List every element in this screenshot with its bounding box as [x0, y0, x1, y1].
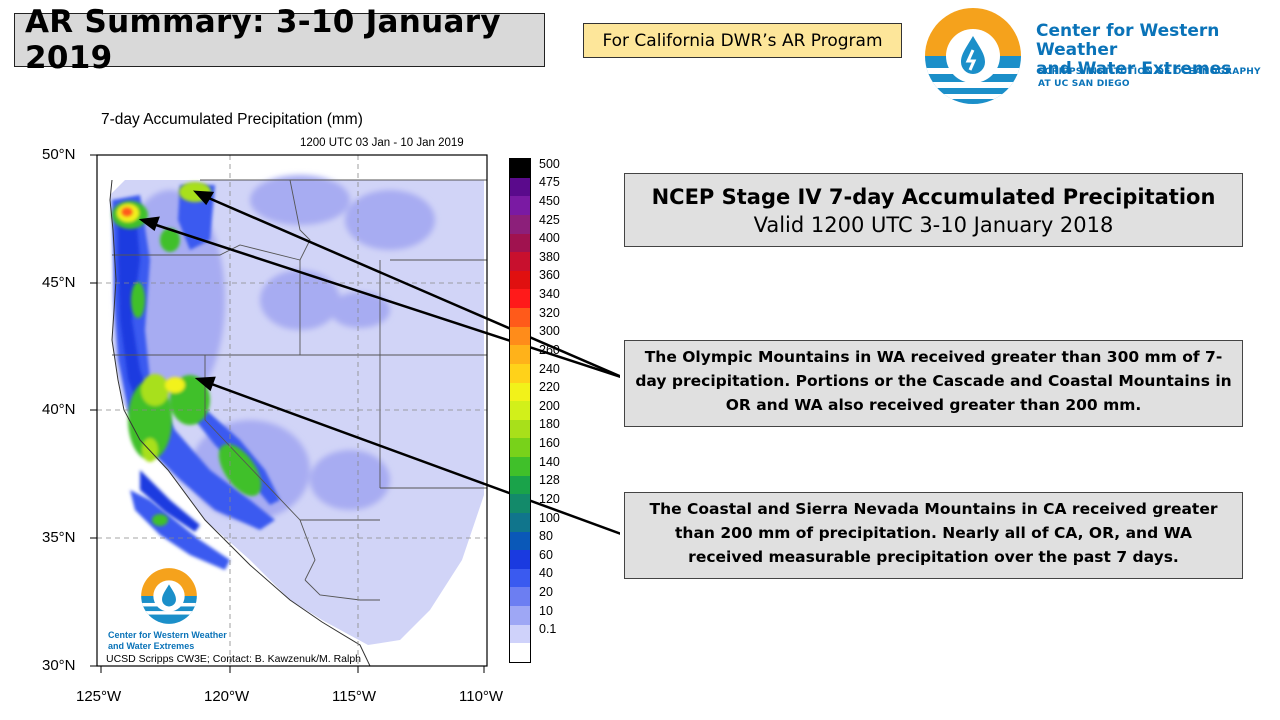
colorbar-swatch — [510, 568, 530, 588]
colorbar-label: 360 — [539, 268, 560, 283]
colorbar-label: 450 — [539, 193, 560, 208]
colorbar-swatch — [510, 382, 530, 402]
map-logo-icon — [141, 568, 197, 624]
precipitation-map — [90, 154, 620, 673]
colorbar-swatch — [510, 308, 530, 327]
colorbar-swatch — [510, 196, 530, 215]
org-subtitle: SCRIPPS INSTITUTION OF OCEANOGRAPHY AT U… — [1038, 67, 1261, 89]
colorbar-label: 0.1 — [539, 622, 557, 637]
olympic-note: The Olympic Mountains in WA received gre… — [624, 340, 1243, 427]
colorbar-swatch — [510, 159, 530, 178]
california-note: The Coastal and Sierra Nevada Mountains … — [624, 492, 1243, 579]
colorbar-swatch — [510, 587, 530, 606]
colorbar-label: 10 — [539, 603, 553, 618]
colorbar-label: 140 — [539, 454, 560, 469]
lon-label-125: 125°W — [76, 688, 122, 705]
colorbar-label: 60 — [539, 547, 553, 562]
colorbar-label: 500 — [539, 156, 560, 171]
colorbar-swatch — [510, 270, 530, 290]
colorbar-label: 180 — [539, 417, 560, 432]
colorbar-swatch — [510, 363, 530, 383]
ncep-title-panel: NCEP Stage IV 7-day Accumulated Precipit… — [624, 173, 1243, 247]
ncep-title: NCEP Stage IV 7-day Accumulated Precipit… — [651, 185, 1216, 209]
annotation-arrows — [138, 190, 620, 535]
colorbar-label: 320 — [539, 305, 560, 320]
colorbar-label: 40 — [539, 566, 553, 581]
colorbar-label: 80 — [539, 529, 553, 544]
colorbar-swatch — [510, 457, 530, 476]
lat-label-45: 45°N — [42, 274, 76, 291]
colorbar-swatch — [510, 475, 530, 495]
colorbar-swatch — [510, 606, 530, 625]
colorbar-label: 160 — [539, 436, 560, 451]
colorbar-label: 200 — [539, 398, 560, 413]
lon-label-115: 115°W — [332, 688, 377, 705]
colorbar — [509, 158, 531, 663]
colorbar-swatch — [510, 345, 530, 364]
map-logo-text: Center for Western Weather and Water Ext… — [108, 630, 227, 651]
colorbar-swatch — [510, 624, 530, 644]
colorbar-swatch — [510, 233, 530, 253]
colorbar-label: 380 — [539, 249, 560, 264]
lat-label-40: 40°N — [42, 401, 76, 418]
colorbar-label: 425 — [539, 212, 560, 227]
colorbar-swatch — [510, 214, 530, 234]
colorbar-swatch — [510, 512, 530, 532]
cw3e-logo-icon — [925, 8, 1021, 104]
colorbar-swatch — [510, 438, 530, 457]
colorbar-label: 240 — [539, 361, 560, 376]
colorbar-label: 340 — [539, 287, 560, 302]
colorbar-label: 400 — [539, 231, 560, 246]
colorbar-swatch — [510, 177, 530, 197]
colorbar-label: 100 — [539, 510, 560, 525]
map-credit: UCSD Scripps CW3E; Contact: B. Kawzenuk/… — [106, 653, 362, 665]
colorbar-swatch — [510, 531, 530, 551]
colorbar-swatch — [510, 643, 530, 662]
colorbar-label: 120 — [539, 491, 560, 506]
colorbar-swatch — [510, 289, 530, 308]
lat-label-35: 35°N — [42, 529, 76, 546]
colorbar-swatch — [510, 326, 530, 346]
org-name: Center for Western Weather and Water Ext… — [1036, 21, 1232, 79]
lat-label-50: 50°N — [42, 146, 76, 163]
ncep-valid: Valid 1200 UTC 3-10 January 2018 — [753, 213, 1114, 237]
colorbar-swatch — [510, 252, 530, 271]
colorbar-swatch — [510, 401, 530, 420]
colorbar-label: 260 — [539, 342, 560, 357]
colorbar-swatch — [510, 419, 530, 439]
lon-label-110: 110°W — [459, 688, 504, 705]
map-valid-time: 1200 UTC 03 Jan - 10 Jan 2019 — [300, 137, 464, 149]
lon-label-120: 120°W — [204, 688, 250, 705]
lat-label-30: 30°N — [42, 657, 76, 674]
colorbar-swatch — [510, 550, 530, 569]
colorbar-label: 300 — [539, 324, 560, 339]
colorbar-label: 220 — [539, 380, 560, 395]
colorbar-label: 475 — [539, 175, 560, 190]
colorbar-label: 20 — [539, 585, 553, 600]
program-label: For California DWR’s AR Program — [583, 23, 902, 58]
colorbar-swatch — [510, 494, 530, 513]
colorbar-label: 128 — [539, 473, 560, 488]
map-title: 7-day Accumulated Precipitation (mm) — [101, 111, 363, 128]
